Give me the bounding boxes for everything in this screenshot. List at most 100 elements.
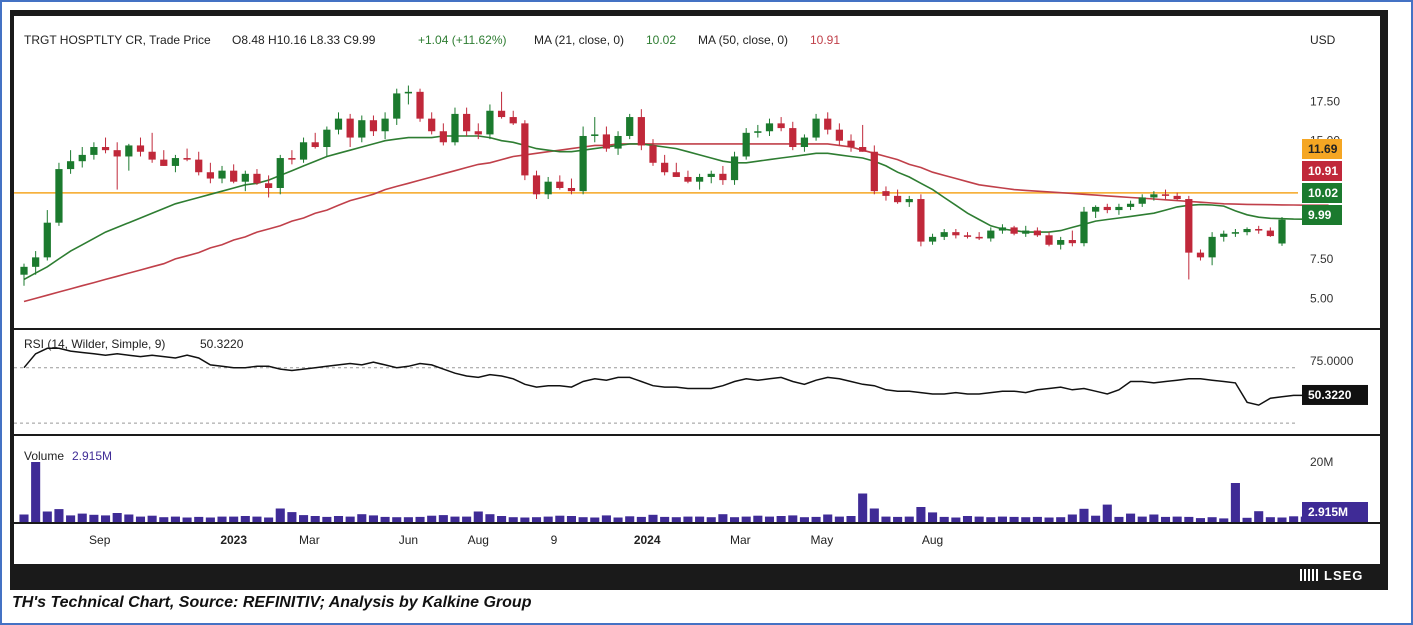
candle-body bbox=[1185, 199, 1193, 253]
price-badge-ma50 bbox=[1302, 161, 1342, 181]
candle bbox=[532, 170, 541, 200]
candle bbox=[626, 113, 634, 140]
candle bbox=[637, 109, 645, 151]
candle-body bbox=[952, 232, 960, 236]
candle-body bbox=[998, 227, 1007, 231]
volume-bar bbox=[240, 516, 250, 522]
time-axis-label: May bbox=[811, 533, 834, 547]
candle-body bbox=[311, 142, 319, 148]
candle bbox=[567, 178, 576, 195]
candle-body bbox=[299, 142, 308, 160]
volume-bar bbox=[112, 513, 122, 522]
ma50-value: 10.91 bbox=[810, 33, 840, 47]
candle bbox=[323, 126, 331, 157]
candle-body bbox=[975, 236, 983, 239]
candle-body bbox=[276, 158, 284, 188]
volume-bar bbox=[520, 517, 530, 522]
volume-bar bbox=[1242, 517, 1252, 522]
candle bbox=[987, 227, 995, 242]
volume-value: 2.915M bbox=[72, 449, 112, 463]
time-axis-label: 9 bbox=[551, 533, 558, 547]
candle-body bbox=[230, 170, 238, 182]
volume-bar bbox=[590, 517, 600, 522]
candle bbox=[1255, 225, 1263, 234]
candle bbox=[299, 137, 308, 163]
volume-bar bbox=[66, 515, 76, 522]
candle bbox=[1161, 189, 1170, 200]
candle-body bbox=[206, 172, 214, 179]
volume-bar bbox=[264, 517, 274, 522]
volume-bar bbox=[54, 509, 64, 522]
candle-body bbox=[894, 195, 902, 203]
candle-body bbox=[1103, 206, 1111, 211]
price-tick-label: 17.50 bbox=[1310, 94, 1340, 108]
volume-bar bbox=[1056, 517, 1066, 522]
candle-body bbox=[474, 131, 482, 135]
volume-bar bbox=[322, 516, 332, 522]
candle bbox=[148, 132, 156, 163]
candle-body bbox=[707, 173, 715, 177]
volume-panel bbox=[14, 436, 1298, 522]
price-change: +1.04 (+11.62%) bbox=[418, 33, 507, 47]
time-axis-label: Sep bbox=[89, 533, 111, 547]
candle bbox=[439, 123, 447, 146]
time-axis-label: Jun bbox=[399, 533, 418, 547]
volume-bar bbox=[392, 517, 402, 522]
candle-body bbox=[55, 169, 63, 223]
volume-bar bbox=[473, 511, 483, 522]
candle-body bbox=[626, 117, 634, 136]
candle-body bbox=[125, 145, 133, 157]
candle bbox=[486, 104, 494, 140]
volume-bar bbox=[1254, 511, 1264, 522]
rsi-layer: 75.0000 50.3220 bbox=[14, 347, 1368, 424]
candle bbox=[789, 121, 797, 151]
candle bbox=[32, 251, 40, 275]
candle-body bbox=[509, 117, 517, 124]
volume-bar bbox=[695, 516, 705, 522]
candle bbox=[136, 137, 145, 157]
volume-bar bbox=[124, 514, 134, 522]
volume-bar bbox=[683, 516, 693, 522]
candle bbox=[369, 115, 378, 136]
candle-body bbox=[859, 147, 867, 152]
candle bbox=[241, 170, 249, 192]
candle-body bbox=[393, 93, 401, 119]
candle-body bbox=[1231, 232, 1240, 234]
candle bbox=[276, 154, 284, 195]
candle bbox=[835, 123, 843, 146]
candle-body bbox=[591, 134, 599, 136]
volume-bar bbox=[438, 515, 448, 522]
time-axis-label: Mar bbox=[730, 533, 751, 547]
candle bbox=[1057, 236, 1065, 250]
chart-symbol: TRGT HOSPTLTY CR, Trade Price bbox=[24, 33, 211, 47]
candle bbox=[730, 151, 739, 185]
candle-body bbox=[1243, 228, 1251, 233]
volume-tick-label: 20M bbox=[1310, 455, 1333, 469]
volume-bar bbox=[869, 508, 879, 522]
volume-bar bbox=[1009, 516, 1019, 522]
volume-bar bbox=[147, 515, 157, 522]
time-axis-label: 2023 bbox=[220, 533, 247, 547]
volume-bar bbox=[881, 516, 891, 522]
candle-body bbox=[381, 118, 389, 132]
candle-body bbox=[882, 191, 890, 196]
candle bbox=[171, 154, 180, 173]
candle-body bbox=[579, 135, 587, 192]
volume-bar bbox=[333, 516, 344, 522]
volume-bar bbox=[706, 517, 716, 522]
volume-bar bbox=[1091, 515, 1101, 522]
candle bbox=[463, 107, 471, 136]
candle-body bbox=[1208, 236, 1216, 258]
volume-bar bbox=[462, 516, 472, 522]
candle-body bbox=[1266, 230, 1274, 237]
candle bbox=[1138, 194, 1146, 207]
volume-value-badge bbox=[1302, 502, 1368, 522]
volume-bar bbox=[846, 516, 856, 522]
candle-body bbox=[497, 110, 506, 118]
candle bbox=[894, 189, 902, 204]
candle bbox=[381, 112, 389, 140]
candle-body bbox=[323, 129, 331, 148]
candle bbox=[742, 128, 750, 160]
volume-bar bbox=[497, 516, 507, 522]
time-axis-label: Aug bbox=[468, 533, 489, 547]
